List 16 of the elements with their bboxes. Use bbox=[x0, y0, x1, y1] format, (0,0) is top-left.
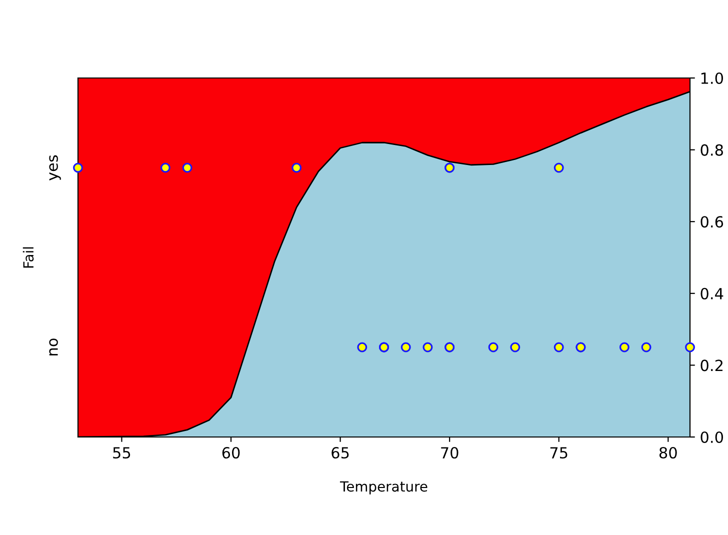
y-tick-label: 0.6 bbox=[700, 216, 724, 228]
x-tick-label: 55 bbox=[113, 447, 130, 459]
y-tick-label: 0.4 bbox=[700, 288, 724, 300]
y-tick-label: 1.0 bbox=[701, 72, 724, 84]
y-axis-title: Fail bbox=[22, 247, 34, 268]
x-tick-label: 60 bbox=[222, 446, 240, 459]
x-tick-label: 75 bbox=[550, 447, 568, 459]
text: yes bbox=[49, 155, 61, 180]
x-tick-label: 65 bbox=[332, 446, 349, 459]
y-tick-label: 0.2 bbox=[700, 360, 722, 372]
y-tick-label: 0.8 bbox=[700, 144, 723, 156]
text: no bbox=[49, 338, 58, 356]
x-axis-title: Temperature bbox=[340, 481, 428, 494]
x-tick-label: 80 bbox=[659, 446, 677, 459]
x-tick-label: 70 bbox=[441, 446, 458, 459]
y-tick-label: 0.0 bbox=[700, 431, 724, 444]
